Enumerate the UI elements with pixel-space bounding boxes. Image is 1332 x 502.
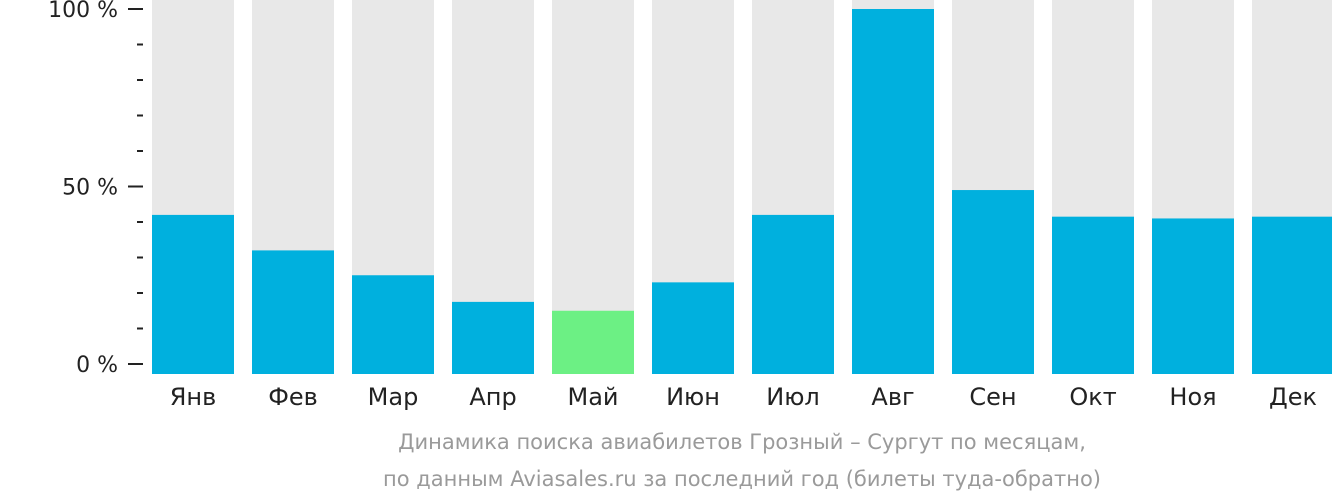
y-tick-label: 50 %: [62, 176, 118, 201]
bar-7: [752, 214, 834, 374]
bar-1: [152, 214, 234, 374]
x-tick-label: Окт: [1069, 383, 1116, 411]
caption-line-2: по данным Aviasales.ru за последний год …: [383, 467, 1101, 491]
x-tick-label: Янв: [170, 383, 217, 411]
x-tick-label: Дек: [1269, 383, 1317, 411]
bar-6: [652, 282, 734, 374]
x-tick-label: Ноя: [1169, 383, 1216, 411]
x-axis: Янв Фев Мар Апр Май Июн Июл Авг Сен Окт Ноя Дек: [170, 383, 1317, 411]
x-tick-label: Апр: [469, 383, 516, 411]
x-tick-label: Авг: [871, 383, 914, 411]
bar-11: [1152, 218, 1234, 374]
bar-10: [1052, 216, 1134, 374]
y-tick-label: 100 %: [48, 0, 118, 23]
x-tick-label: Мар: [368, 383, 419, 411]
caption-line-1: Динамика поиска авиабилетов Грозный – Су…: [398, 430, 1086, 454]
x-tick-label: Июл: [766, 383, 820, 411]
bar-9: [952, 190, 1034, 374]
x-tick-label: Фев: [268, 383, 318, 411]
bar-5: [552, 310, 634, 374]
bars: [152, 9, 1332, 374]
x-tick-label: Сен: [969, 383, 1016, 411]
y-axis: 0 % 50 % 100 %: [48, 0, 143, 378]
bar-4: [452, 301, 534, 374]
bar-2: [252, 250, 334, 374]
bar-12: [1252, 216, 1332, 374]
x-tick-label: Июн: [666, 383, 720, 411]
bar-3: [352, 275, 434, 374]
x-tick-label: Май: [567, 383, 618, 411]
y-tick-label: 0 %: [76, 353, 118, 378]
bar-8: [852, 9, 934, 374]
